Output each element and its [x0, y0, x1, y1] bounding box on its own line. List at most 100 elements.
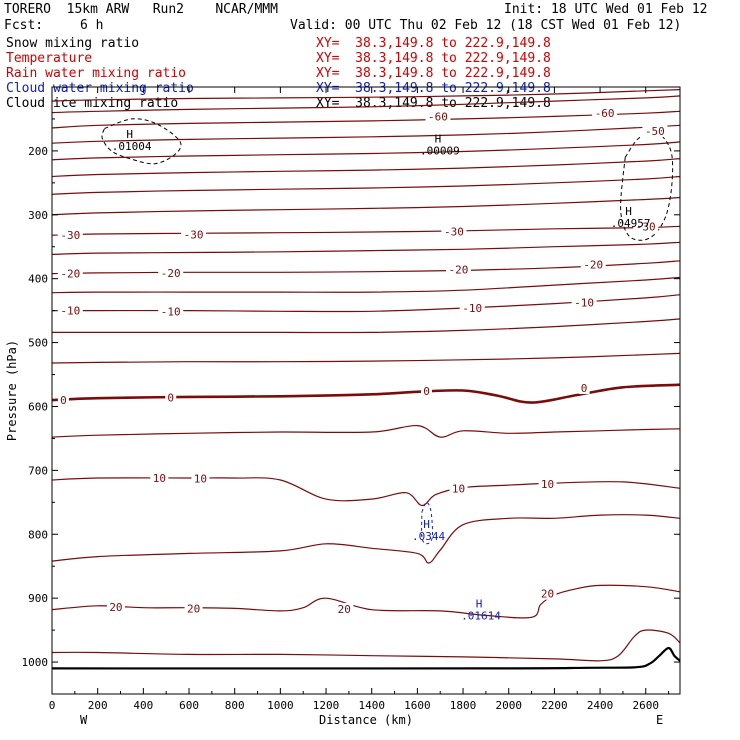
isotherm-label-bg — [158, 305, 184, 318]
isotherm-label: 20 — [541, 588, 554, 601]
isotherm-line — [51, 352, 681, 364]
plot-frame — [51, 86, 681, 695]
field-xy-temperature: XY= 38.3,149.8 to 222.9,149.8 — [316, 51, 551, 66]
extremum-value: .0344 — [412, 530, 445, 543]
isotherm-label-bg — [191, 472, 210, 485]
x-tick-label: 0 — [49, 699, 56, 712]
x-tick-label: 2200 — [541, 699, 568, 712]
isotherm-label-bg — [425, 110, 451, 123]
x-tick-label: 1200 — [313, 699, 340, 712]
isotherm-line — [51, 294, 681, 313]
isotherm-label-bg — [633, 220, 659, 233]
field-name-rain: Rain water mixing ratio — [6, 66, 187, 81]
extremum-symbol: H — [126, 128, 133, 141]
isotherm-label-bg — [181, 228, 207, 241]
valid-time: Valid: 00 UTC Thu 02 Feb 12 (18 CST Wed … — [290, 18, 682, 33]
isotherms-group — [51, 89, 681, 662]
isotherm-label: -20 — [161, 267, 181, 280]
y-tick-label: 900 — [28, 592, 48, 605]
isotherm-label-bg — [538, 477, 557, 490]
y-tick-label: 800 — [28, 528, 48, 541]
field-name-temperature: Temperature — [6, 51, 93, 66]
isotherm-label-bg — [580, 258, 606, 271]
x-tick-label: 400 — [133, 699, 153, 712]
isotherm-label: -10 — [60, 305, 80, 318]
extremum-value: .01004 — [112, 140, 152, 153]
extremum-symbol: H — [625, 205, 632, 218]
isotherm-label: 10 — [452, 482, 465, 495]
isotherm-label: -60 — [428, 110, 448, 123]
extremum-value: .04957 — [611, 217, 651, 230]
x-tick-label: 600 — [179, 699, 199, 712]
field-xy-snow: XY= 38.3,149.8 to 222.9,149.8 — [316, 36, 551, 51]
field-name-snow: Snow mixing ratio — [6, 36, 140, 51]
west-end-label: W — [80, 713, 88, 727]
isotherm-label: -10 — [574, 296, 594, 309]
isotherm-label-bg — [445, 263, 471, 276]
isotherm-label-bg — [578, 381, 590, 394]
y-tick-label: 300 — [28, 209, 48, 222]
y-tick-label: 400 — [28, 273, 48, 286]
y-tick-label: 600 — [28, 400, 48, 413]
isotherm-line — [51, 110, 681, 129]
isotherm-label: 10 — [194, 473, 207, 486]
isotherm-label: -50 — [645, 125, 665, 138]
isotherm-line — [51, 629, 681, 662]
isotherm-label-bg — [57, 304, 83, 317]
terrain-line — [51, 646, 681, 670]
isotherm-label-bg — [57, 229, 83, 242]
isotherm-label: -30 — [60, 229, 80, 242]
isotherm-line — [51, 241, 681, 255]
isotherm-label: 0 — [581, 382, 588, 395]
isotherm-label: -10 — [462, 302, 482, 315]
axes-group: 0 200 400 600 800 1000 1200 1400 1600 1800 2000 220… — [22, 87, 680, 712]
extremum-symbol: H — [435, 133, 442, 146]
isotherm-label-bg — [449, 482, 468, 495]
isotherm-line — [51, 196, 681, 216]
isotherm-label: 10 — [541, 478, 554, 491]
isotherm-label-bg — [592, 107, 618, 120]
isotherm-label: -20 — [60, 268, 80, 281]
y-tick-label: 200 — [28, 145, 48, 158]
isotherm-label-bg — [538, 587, 557, 600]
isotherm-line — [51, 260, 681, 275]
y-tick-label: 1000 — [22, 656, 49, 669]
y-tick-label: 500 — [28, 337, 48, 350]
isotherm-line — [51, 158, 681, 178]
isotherm-line — [51, 477, 681, 507]
isotherm-label: 10 — [153, 472, 166, 485]
y-tick-label: 700 — [28, 464, 48, 477]
isotherm-line — [51, 424, 681, 438]
isotherm-label-bg — [158, 266, 184, 279]
isotherm-line — [51, 318, 681, 334]
isotherm-label: -30 — [184, 229, 204, 242]
isotherm-label: -20 — [449, 264, 469, 277]
isotherm-line — [51, 276, 681, 294]
isotherm-label-bg — [459, 302, 485, 315]
x-tick-label: 2400 — [587, 699, 614, 712]
terrain-group — [51, 646, 681, 670]
init-time: Init: 18 UTC Wed 01 Feb 12 — [504, 2, 708, 17]
field-xy-rain: XY= 38.3,149.8 to 222.9,149.8 — [316, 66, 551, 81]
x-tick-label: 1400 — [358, 699, 385, 712]
isotherm-label: -30 — [636, 220, 656, 233]
x-tick-label: 1600 — [404, 699, 431, 712]
isotherm-labels-group: -60 -60 -50 -30 -30 -30 -30 -20 -20 -20 -20 -10 -10 -… — [57, 107, 668, 616]
isotherm-line — [51, 89, 681, 102]
extremum-value: .01614 — [461, 610, 501, 623]
isotherm-label-bg — [335, 603, 354, 616]
x-tick-label: 2000 — [495, 699, 522, 712]
isotherm-label: 0 — [60, 394, 67, 407]
extremum-value: .00009 — [420, 145, 460, 158]
east-end-label: E — [656, 713, 663, 727]
isotherm-label: 0 — [423, 385, 430, 398]
hydrometeor-contours-group — [101, 118, 674, 545]
x-tick-label: 800 — [225, 699, 245, 712]
isotherm-label-bg — [571, 296, 597, 309]
isotherm-line — [51, 225, 681, 236]
model-title: TORERO 15km ARW Run2 NCAR/MMM — [4, 2, 278, 17]
isotherm-label-bg — [642, 125, 668, 138]
isotherm-label: 20 — [109, 601, 122, 614]
isotherm-line — [51, 124, 681, 144]
